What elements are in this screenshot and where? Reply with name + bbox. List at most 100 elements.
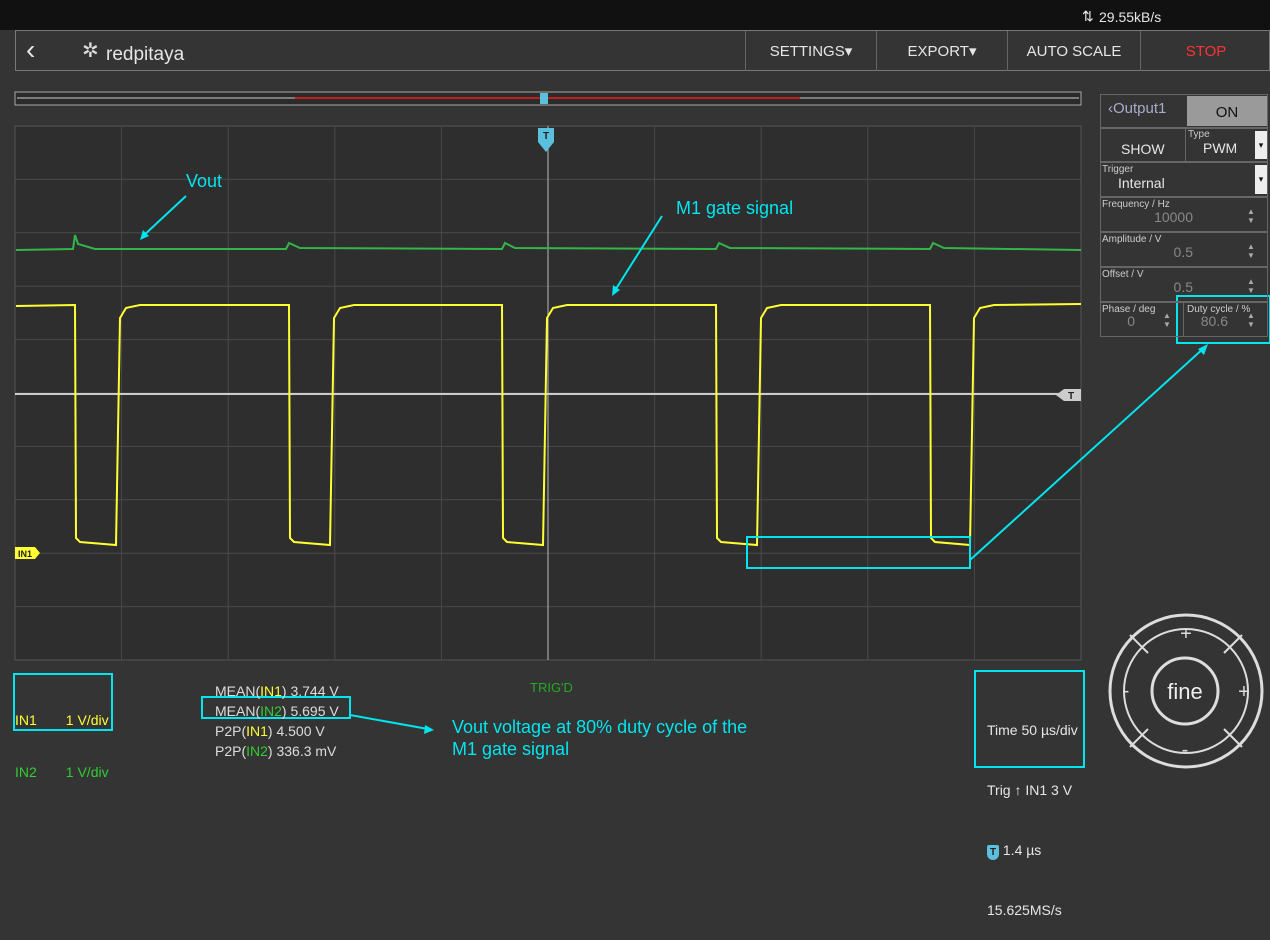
time-marker[interactable] — [538, 128, 554, 152]
output-header — [1100, 94, 1268, 128]
note-line: Vout voltage at 80% duty cycle of the — [452, 717, 747, 737]
field-value[interactable]: 0 — [1127, 313, 1135, 329]
channel: IN2 — [246, 743, 268, 759]
highlight-box — [746, 536, 971, 569]
name: IN2 — [15, 764, 37, 780]
field-label: Phase / deg — [1102, 304, 1156, 315]
page: ⇅ 29.55kB/s ‹ ✲ redpitaya SETTINGS▾ EXPO… — [0, 0, 1270, 918]
spinner[interactable]: ▲ ▼ — [1247, 207, 1255, 225]
arrow — [349, 714, 429, 730]
amplitude-row — [1100, 232, 1268, 267]
arrow — [141, 195, 187, 238]
field-label: Duty cycle / % — [1187, 304, 1251, 315]
autoscale-button[interactable]: AUTO SCALE — [1007, 31, 1140, 71]
arrowhead — [424, 725, 434, 734]
stop-button[interactable]: STOP — [1140, 31, 1270, 71]
offset-row — [1100, 267, 1268, 302]
channel: IN1 — [260, 683, 282, 699]
transfer-icon: ⇅ — [1082, 8, 1094, 24]
function: P2P( — [215, 743, 247, 759]
type-row — [1100, 128, 1268, 162]
trigger-select[interactable]: Internal — [1118, 175, 1165, 191]
field-label: Frequency / Hz — [1102, 199, 1170, 210]
channel-marker-label: IN1 — [18, 549, 32, 559]
trigger-status: TRIG'D — [530, 680, 573, 695]
measurement: P2P(IN2) 336.3 mV — [215, 741, 339, 761]
function: MEAN( — [215, 703, 261, 719]
dropdown-arrow[interactable]: ▾ — [1255, 131, 1267, 159]
label: STOP — [1185, 43, 1227, 60]
arrow — [613, 215, 663, 293]
delay-row: T 1.4 µs — [987, 840, 1078, 860]
dial-down[interactable]: - — [1182, 739, 1189, 761]
divider — [1183, 302, 1184, 337]
trigger-badge: T — [987, 845, 999, 860]
data-rate: 29.55kB/s — [1099, 9, 1162, 25]
measurement: P2P(IN1) 4.500 V — [215, 721, 339, 741]
field-value[interactable]: 10000 — [1154, 209, 1193, 225]
field-value[interactable]: 0.5 — [1173, 244, 1193, 260]
on-button[interactable]: ON — [1187, 96, 1267, 126]
level-marker-label: T — [1068, 391, 1074, 402]
label: AUTO SCALE — [1026, 43, 1122, 60]
settings-button[interactable]: SETTINGS▾ — [745, 31, 876, 71]
sample-rate: 15.625MS/s — [987, 902, 1062, 918]
value: ) 4.500 V — [267, 723, 325, 739]
dial-left[interactable]: - — [1123, 680, 1130, 702]
dial-dividers — [1129, 634, 1243, 748]
scale: 1 V/div — [65, 712, 109, 728]
fine-dial[interactable] — [1108, 613, 1264, 769]
field-value[interactable]: 80.6 — [1200, 313, 1228, 329]
arrowhead — [612, 285, 620, 296]
highlight-box — [1176, 295, 1270, 344]
arrowhead — [140, 230, 149, 240]
field-label: Type — [1188, 129, 1210, 140]
trigger-setting: Trig ↑ IN1 3 V — [987, 782, 1073, 798]
highlight-box — [974, 670, 1085, 768]
function: MEAN( — [215, 683, 261, 699]
back-button[interactable]: ‹ — [26, 34, 36, 65]
value: ) 3.744 V — [281, 683, 339, 699]
label: EXPORT — [907, 43, 969, 60]
dropdown-arrow[interactable]: ▾ — [1255, 165, 1267, 194]
output-title[interactable]: ‹Output1 — [1108, 100, 1167, 117]
arrowhead — [1198, 344, 1208, 355]
spinner[interactable]: ▲ ▼ — [1163, 311, 1171, 329]
spinner[interactable]: ▲ ▼ — [1247, 242, 1255, 260]
fine-dial-inner — [1123, 628, 1249, 754]
value: ) 5.695 V — [281, 703, 339, 719]
label: Output1 — [1113, 100, 1167, 117]
spinner[interactable]: ▲ ▼ — [1247, 277, 1255, 295]
measurement: MEAN(IN1) 3.744 V — [215, 681, 339, 701]
show-button[interactable]: SHOW — [1121, 141, 1165, 157]
field-value[interactable]: 0.5 — [1173, 279, 1193, 295]
highlight-box — [201, 696, 351, 719]
in1-row: IN1 1 V/div — [15, 712, 109, 728]
scale: 1 V/div — [65, 764, 109, 780]
time-scale: Time 50 µs/div — [987, 722, 1078, 738]
dial-center: fine — [1167, 679, 1202, 704]
in2-row: IN2 1 V/div — [15, 764, 109, 780]
scope: T T IN1 Vout M1 gate signal TRIG'D Vout … — [13, 91, 1270, 769]
time-marker-label: T — [543, 131, 549, 142]
name: IN1 — [15, 712, 37, 728]
field-label: Trigger — [1102, 164, 1134, 175]
type-select[interactable]: PWM — [1203, 140, 1238, 156]
note-line: M1 gate signal — [452, 739, 569, 759]
dial-right[interactable]: + — [1238, 681, 1250, 703]
dial-up[interactable]: + — [1180, 623, 1192, 645]
fine-button[interactable] — [1150, 656, 1220, 726]
delay: 1.4 µs — [1002, 842, 1042, 858]
highlight-box — [13, 673, 113, 731]
channel-marker[interactable] — [15, 547, 40, 559]
level-marker[interactable] — [1056, 389, 1081, 401]
arrow — [969, 346, 1206, 561]
spinner[interactable]: ▲ ▼ — [1247, 311, 1255, 329]
divider — [1185, 128, 1186, 162]
value: ) 336.3 mV — [267, 743, 337, 759]
frequency-row — [1100, 197, 1268, 232]
export-button[interactable]: EXPORT▾ — [876, 31, 1007, 71]
channel-settings: IN1 1 V/div IN2 1 V/div — [15, 680, 109, 796]
timebase: Time 50 µs/div Trig ↑ IN1 3 V T 1.4 µs 1… — [987, 680, 1078, 940]
phase-duty-row — [1100, 302, 1268, 337]
